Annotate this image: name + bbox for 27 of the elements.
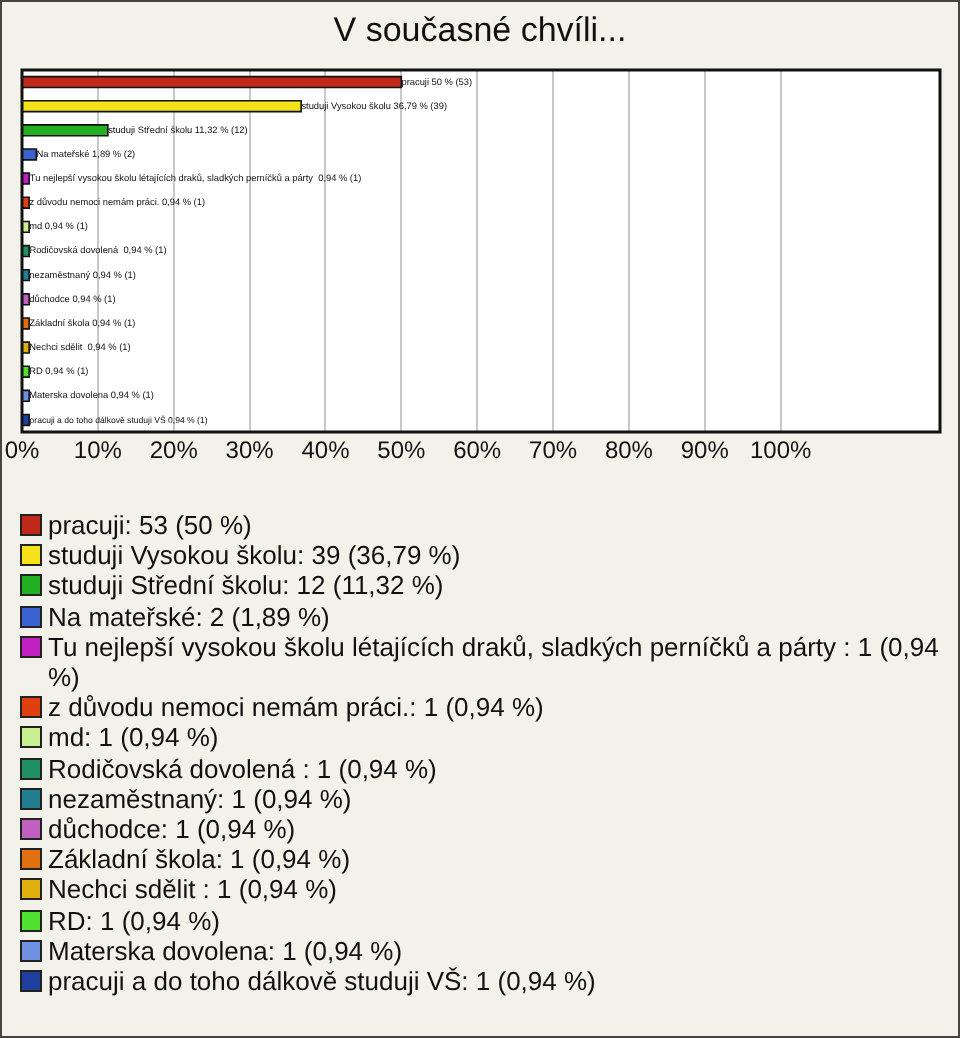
x-tick-label: 80% xyxy=(604,436,654,464)
text: Materska dovolena: 1 (0,94 %) xyxy=(48,935,403,967)
text: Rodičovská dovolená : 1 (0,94 %) xyxy=(48,753,437,784)
x-tick-label: 90% xyxy=(680,436,730,464)
x-tick-label: 100% xyxy=(749,436,813,464)
text: nezaměstnaný: 1 (0,94 %) xyxy=(48,783,352,815)
text: Základní škola: 1 (0,94 %) xyxy=(48,844,351,875)
x-tick-label: 0% xyxy=(4,436,40,464)
text: z důvodu nemoci nemám práci.: 1 (0,94 %) xyxy=(48,692,544,723)
text: pracuji: 53 (50 %) xyxy=(48,510,252,541)
text: Tu nejlepší vysokou školu létajících draků, sladkých perníčků a párty : 1 (0,94 %) xyxy=(48,631,940,693)
x-tick-label: 30% xyxy=(225,436,275,464)
x-tick-label: 60% xyxy=(453,436,502,464)
text: md: 1 (0,94 %) xyxy=(48,722,219,754)
x-tick-label: 10% xyxy=(73,436,123,464)
text: pracuji a do toho dálkově studuji VŠ: 1 (0,94 %) xyxy=(48,966,596,997)
text: Na mateřské: 2 (1,89 %) xyxy=(48,601,330,632)
text: RD: 1 (0,94 %) xyxy=(48,905,220,936)
x-tick-label: 20% xyxy=(149,436,199,464)
x-tick-label: 40% xyxy=(301,436,351,464)
text: důchodce: 1 (0,94 %) xyxy=(48,814,296,845)
x-tick-label: 70% xyxy=(529,436,578,464)
chart-title: V současné chvíli... xyxy=(333,11,627,50)
text: studuji Střední školu: 12 (11,32 %) xyxy=(48,570,444,602)
x-tick-label: 50% xyxy=(377,436,426,464)
text: Nechci sdělit : 1 (0,94 %) xyxy=(48,874,338,906)
text: studuji Vysokou školu: 39 (36,79 %) xyxy=(48,540,461,571)
